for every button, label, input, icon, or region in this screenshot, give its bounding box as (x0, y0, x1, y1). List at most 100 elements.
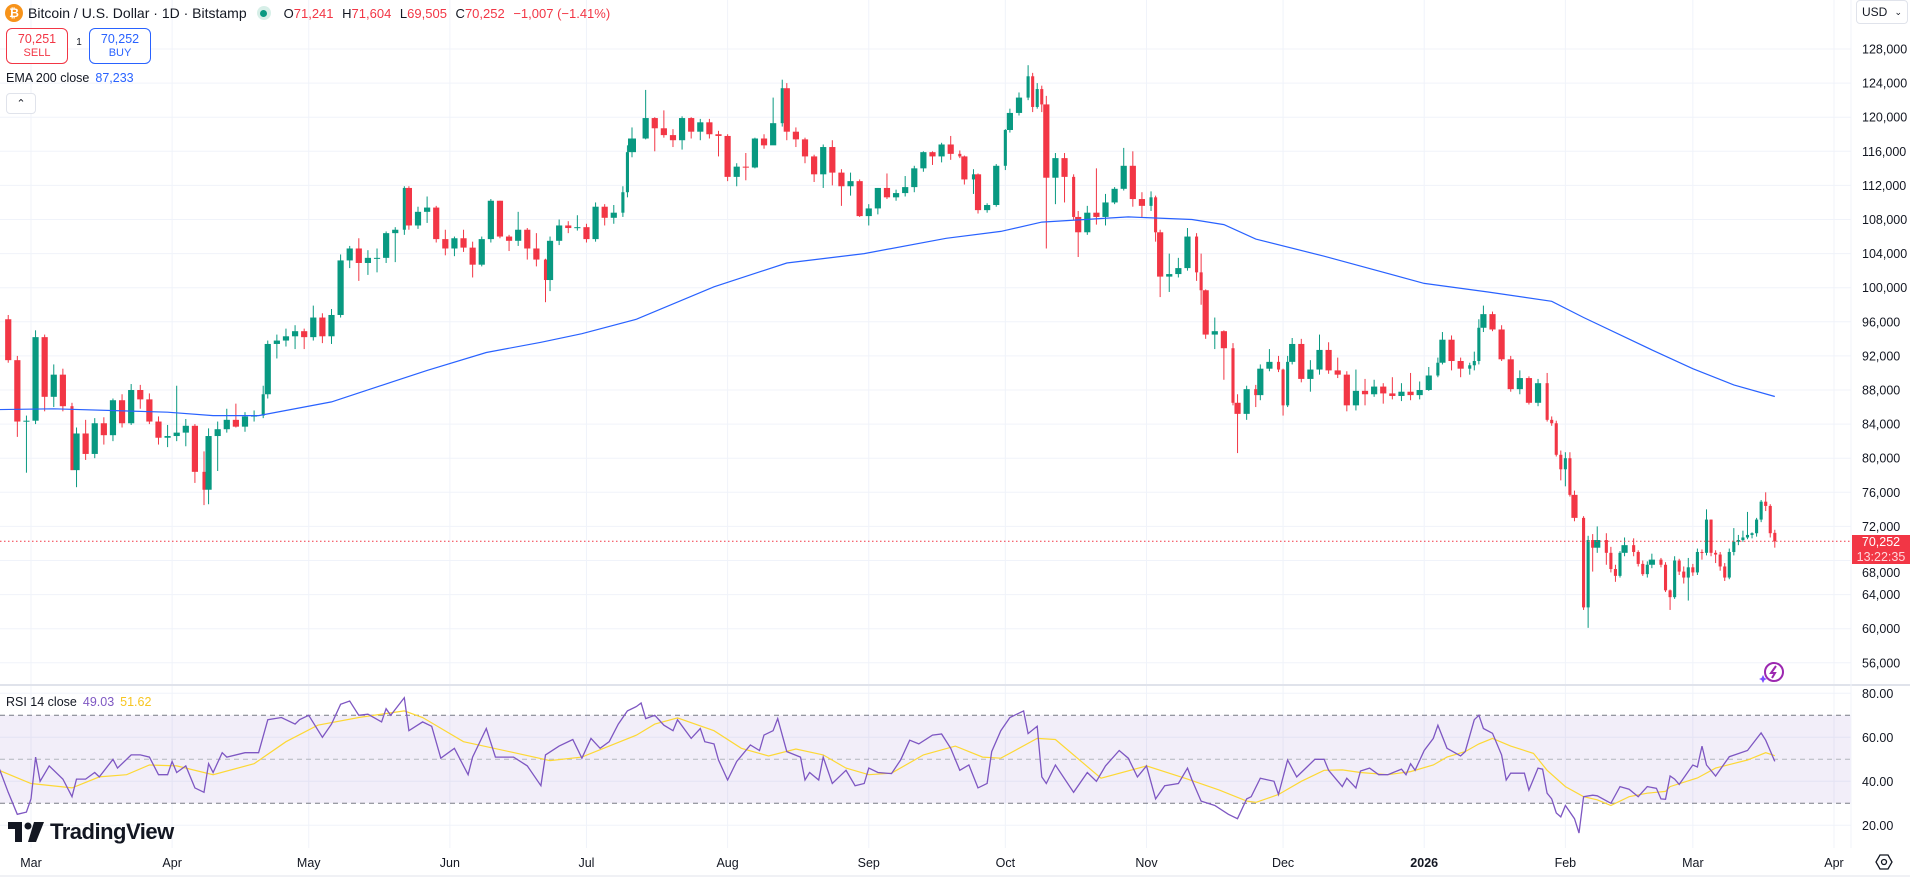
candle (1352, 369, 1360, 411)
lightning-assistant-icon[interactable] (1758, 660, 1786, 684)
candle-body (424, 207, 431, 212)
candle-body (109, 400, 117, 436)
symbol-header[interactable]: ₿ Bitcoin / U.S. Dollar · 1D · Bitstamp … (5, 3, 610, 23)
candle (1195, 233, 1199, 281)
candle-body (505, 236, 513, 241)
candle (487, 199, 494, 243)
candle (847, 172, 854, 196)
candle (892, 189, 900, 201)
candle-body (621, 192, 625, 213)
candle (14, 355, 21, 437)
candle (1568, 452, 1572, 497)
candle (59, 368, 66, 412)
candle-body (487, 200, 494, 240)
rsi-legend[interactable]: RSI 14 close 49.03 51.62 (6, 695, 151, 709)
candle-body (1516, 378, 1523, 390)
candle-body (1550, 419, 1554, 424)
candle-body (1006, 112, 1013, 130)
candle-body (383, 233, 390, 258)
candle (938, 142, 945, 163)
candle-body (1498, 329, 1505, 360)
candle-body (660, 128, 667, 136)
candle (1031, 72, 1035, 113)
candle (1736, 534, 1740, 546)
candle (920, 151, 927, 172)
candle-body (59, 374, 66, 407)
settings-icon[interactable] (1875, 853, 1893, 871)
candle (1668, 589, 1672, 610)
tradingview-logo[interactable]: TradingView (8, 819, 174, 845)
time-tick-label: Dec (1272, 856, 1294, 870)
currency-select[interactable]: USD ⌄ (1856, 0, 1908, 24)
candle (505, 234, 513, 252)
candle-body (811, 156, 818, 175)
candle (592, 202, 599, 242)
candle (1709, 519, 1713, 557)
candle (1636, 550, 1640, 567)
candle-body (346, 248, 353, 261)
candle-body (273, 340, 280, 344)
candle-body (1015, 97, 1023, 113)
candle-body (1061, 158, 1068, 177)
candle (414, 206, 422, 229)
price-tick-label: 116,000 (1862, 145, 1906, 159)
candle-body (742, 166, 749, 168)
candle-body (1755, 519, 1759, 534)
candle-body (1659, 559, 1663, 565)
candle-body (1154, 197, 1158, 233)
candle-body (23, 420, 30, 422)
candle (1700, 549, 1704, 560)
candle-body (70, 406, 74, 471)
candle-body (533, 248, 540, 260)
buy-button[interactable]: 70,252 BUY (89, 28, 151, 64)
candle-body (1700, 551, 1704, 553)
candle (1407, 372, 1414, 401)
candle (1545, 372, 1549, 422)
candle-body (856, 181, 863, 217)
candle-body (883, 187, 891, 198)
market-open-status-icon[interactable] (256, 6, 271, 20)
candle (264, 340, 271, 399)
candle-body (1436, 362, 1440, 376)
candle (291, 325, 299, 350)
rsi-line (0, 696, 1776, 834)
low-value: 69,505 (407, 5, 447, 21)
candle (1257, 364, 1264, 401)
candle (1436, 357, 1440, 378)
candle (346, 245, 353, 269)
symbol-title[interactable]: Bitcoin / U.S. Dollar · 1D · Bitstamp (28, 5, 247, 21)
candle-body (1380, 386, 1387, 394)
candle-body (515, 229, 522, 241)
last-price-value: 70,252 (1861, 535, 1901, 549)
collapse-legend-button[interactable]: ⌃ (6, 93, 36, 114)
candle-body (984, 205, 991, 211)
candle (214, 421, 221, 471)
candle (364, 250, 372, 275)
candle-body (920, 152, 927, 169)
candle (1468, 362, 1472, 375)
candle-body (155, 421, 162, 438)
price-tick-label: 68,000 (1862, 566, 1900, 580)
candle-body (1507, 359, 1514, 390)
rsi-axis[interactable]: 80.00 60.00 40.00 20.00 (1862, 687, 1893, 833)
candle (1563, 452, 1567, 487)
candle-body (1211, 331, 1218, 335)
time-axis[interactable]: Mar Apr May Jun Jul Aug Sep Oct Nov Dec 2026 Feb Mar… (20, 856, 1843, 870)
time-tick-label: Feb (1555, 856, 1577, 870)
candle-body (202, 471, 206, 490)
candle-body (1645, 564, 1649, 575)
candle (1276, 355, 1281, 373)
candle-body (232, 419, 239, 427)
candle-body (792, 131, 800, 140)
candle (801, 137, 809, 164)
candle-body (91, 423, 98, 454)
candle (1723, 563, 1727, 581)
sell-button[interactable]: 70,251 SELL (6, 28, 68, 64)
price-tick-label: 84,000 (1862, 418, 1900, 432)
ema-legend[interactable]: EMA 200 close 87,233 (6, 71, 134, 85)
candles (5, 65, 1777, 628)
candle-body (1425, 375, 1432, 390)
price-axis[interactable]: 128,000 124,000 120,000 116,000 112,000 108,0… (1862, 43, 1907, 671)
candle (1093, 168, 1100, 225)
